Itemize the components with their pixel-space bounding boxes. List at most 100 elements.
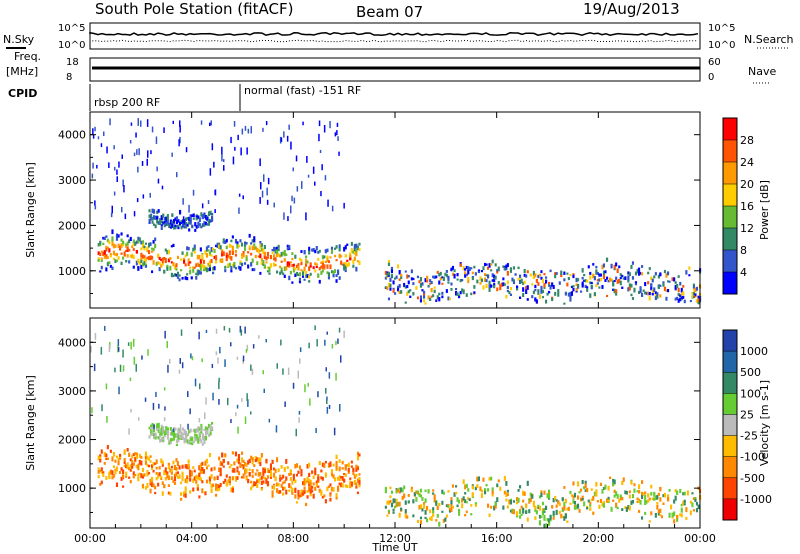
- echo-cell: [290, 205, 292, 214]
- echo-cell: [256, 469, 259, 472]
- echo-cell: [188, 221, 191, 225]
- echo-cell: [298, 417, 300, 423]
- echo-cell: [301, 181, 303, 189]
- echo-cell: [488, 477, 491, 481]
- echo-cell: [326, 248, 329, 253]
- echo-cell: [131, 245, 134, 248]
- echo-cell: [625, 491, 628, 495]
- echo-cell: [137, 240, 140, 244]
- echo-cell: [387, 500, 391, 505]
- echo-cell: [250, 411, 252, 415]
- echo-cell: [235, 412, 237, 417]
- echo-cell: [186, 478, 189, 484]
- date-label: 19/Aug/2013: [583, 0, 680, 18]
- echo-cell: [338, 475, 341, 479]
- echo-cell: [213, 255, 216, 259]
- echo-cell: [404, 301, 407, 304]
- echo-cell: [441, 489, 444, 494]
- velocity-echo-cells: [90, 325, 702, 528]
- echo-cell: [231, 476, 234, 481]
- echo-cell: [128, 428, 130, 435]
- echo-cell: [179, 430, 182, 434]
- echo-cell: [532, 503, 535, 508]
- echo-cell: [171, 223, 174, 228]
- echo-cell: [392, 511, 395, 514]
- echo-cell: [112, 250, 116, 256]
- echo-cell: [288, 472, 291, 476]
- echo-cell: [343, 330, 345, 339]
- echo-cell: [136, 149, 138, 155]
- echo-cell: [134, 241, 137, 246]
- echo-cell: [162, 438, 165, 441]
- echo-cell: [627, 276, 630, 281]
- echo-cell: [311, 489, 314, 493]
- echo-cell: [692, 295, 696, 299]
- echo-cell: [294, 267, 297, 271]
- echo-cell: [213, 249, 216, 253]
- echo-cell: [230, 245, 233, 248]
- echo-cell: [283, 131, 285, 138]
- echo-cell: [356, 478, 360, 483]
- echo-cell: [262, 263, 265, 266]
- echo-cell: [154, 237, 157, 242]
- echo-cell: [654, 513, 657, 518]
- echo-cell: [350, 460, 353, 464]
- echo-cell: [630, 264, 633, 270]
- echo-cell: [305, 212, 307, 221]
- echo-cell: [596, 272, 599, 275]
- echo-cell: [674, 297, 677, 301]
- echo-cell: [273, 472, 276, 478]
- echo-cell: [352, 251, 355, 254]
- echo-cell: [128, 476, 131, 479]
- echo-cell: [343, 202, 345, 209]
- echo-cell: [204, 435, 208, 441]
- echo-cell: [251, 258, 254, 263]
- echo-cell: [204, 462, 207, 466]
- echo-cell: [523, 491, 526, 496]
- echo-cell: [636, 268, 639, 274]
- echo-cell: [685, 516, 688, 520]
- echo-cell: [358, 453, 361, 457]
- colorbar-frame: [722, 329, 738, 521]
- echo-cell: [598, 278, 601, 282]
- echo-cell: [491, 259, 494, 264]
- echo-cell: [286, 263, 289, 267]
- echo-cell: [679, 294, 682, 298]
- echo-cell: [358, 473, 361, 476]
- echo-cell: [389, 499, 392, 504]
- echo-cell: [334, 254, 337, 258]
- echo-cell: [450, 503, 453, 507]
- echo-cell: [630, 480, 633, 485]
- echo-cell: [291, 257, 294, 261]
- echo-cell: [234, 476, 238, 479]
- echo-cell: [683, 299, 686, 304]
- echo-cell: [197, 428, 200, 433]
- echo-cell: [532, 290, 535, 295]
- echo-cell: [218, 456, 221, 461]
- echo-cell: [262, 471, 265, 476]
- echo-cell: [199, 469, 202, 474]
- echo-cell: [358, 480, 361, 485]
- echo-cell: [224, 478, 227, 483]
- echo-cell: [219, 258, 222, 263]
- echo-cell: [485, 274, 488, 277]
- echo-cell: [246, 147, 248, 155]
- echo-cell: [639, 286, 642, 291]
- echo-cell: [183, 437, 186, 442]
- echo-cell: [245, 256, 248, 261]
- colorbar-swatch: [723, 498, 737, 521]
- echo-cell: [123, 458, 126, 462]
- echo-cell: [326, 271, 329, 275]
- echo-cell: [291, 264, 294, 267]
- echo-cell: [163, 127, 165, 133]
- echo-cell: [563, 486, 566, 489]
- echo-cell: [189, 266, 192, 269]
- echo-cell: [612, 478, 615, 483]
- echo-cell: [552, 498, 555, 503]
- echo-cell: [231, 245, 234, 250]
- echo-cell: [441, 295, 444, 299]
- echo-cell: [140, 455, 143, 459]
- echo-cell: [439, 277, 442, 281]
- echo-cell: [534, 297, 537, 301]
- echo-cell: [294, 273, 297, 277]
